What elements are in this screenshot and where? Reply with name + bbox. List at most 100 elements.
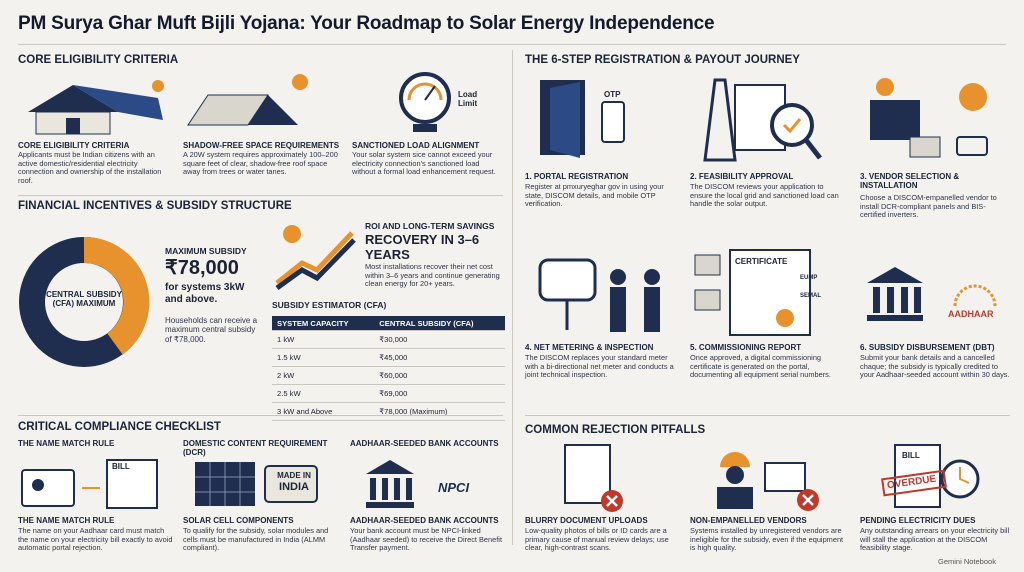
- meter-icon: [399, 72, 451, 132]
- table-cell: 1 kW: [272, 330, 375, 349]
- step-text: Choose a DISCOM-empanelled vendor to ins…: [860, 193, 997, 220]
- divider: [512, 50, 513, 545]
- section-heading: CORE ELIGIBILITY CRITERIA: [18, 54, 179, 66]
- table-row: 3 kW and Above ₹78,000 (Maximum): [272, 402, 505, 421]
- page-title: PM Surya Ghar Muft Bijli Yojana: Your Ro…: [18, 13, 715, 34]
- section-heading: COMMON REJECTION PITFALLS: [525, 424, 706, 436]
- table-cell: 1.5 kW: [272, 348, 375, 367]
- icon-label: BILL: [902, 451, 920, 460]
- vendor-icon: [870, 78, 988, 158]
- step-title: 1. PORTAL REGISTRATION: [525, 172, 629, 181]
- item-text: Your solar system sice cannot exceed you…: [352, 150, 496, 177]
- item-title: SHADOW-FREE SPACE REQUIREMENTS: [183, 141, 340, 150]
- table-cell: ₹69,000: [374, 384, 505, 403]
- donut-label: CENTRAL SUBSIDY (CFA) MAXIMUM: [46, 290, 122, 309]
- table-cell: ₹78,000 (Maximum): [374, 402, 505, 421]
- id-bill-icon: [21, 459, 158, 509]
- icon-label: OTP: [604, 90, 621, 99]
- aadhaar-icon: [953, 284, 997, 307]
- step-title: 3. VENDOR SELECTION & INSTALLATION: [860, 172, 960, 191]
- dues-icon: [881, 444, 980, 508]
- table-header: CENTRAL SUBSIDY (CFA): [374, 316, 505, 331]
- item-text: Applicants must be Indian citizens with …: [18, 150, 162, 186]
- item-text: Low-quality photos of bills or ID cards …: [525, 526, 669, 553]
- section-heading: CRITICAL COMPLIANCE CHECKLIST: [18, 421, 221, 433]
- step-text: The DISCOM reviews your application to e…: [690, 182, 839, 209]
- subsidy-label: MAXIMUM SUBSIDY: [165, 246, 247, 256]
- item-title: NON-EMPANELLED VENDORS: [690, 516, 807, 525]
- icon-label: EUMP: [800, 275, 818, 281]
- feasibility-icon: [703, 78, 822, 162]
- roi-label: ROI AND LONG-TERM SAVINGS: [365, 221, 495, 231]
- roi-icon: [275, 225, 356, 291]
- subsidy-table: SYSTEM CAPACITY CENTRAL SUBSIDY (CFA) 1 k…: [272, 316, 505, 421]
- table-cell: 3 kW and Above: [272, 402, 375, 421]
- meter-inspection-icon: [538, 258, 660, 332]
- table-row: 1 kW ₹30,000: [272, 330, 505, 349]
- step-title: 2. FEASIBILITY APPROVAL: [690, 172, 794, 181]
- table-row: 2.5 kW ₹69,000: [272, 384, 505, 403]
- icon-label: Load Limit: [458, 90, 478, 109]
- table-header: SYSTEM CAPACITY: [272, 316, 375, 331]
- item-label: AADHAAR-SEEDED BANK ACCOUNTS: [350, 439, 499, 448]
- bank-icon: [867, 267, 923, 321]
- step-text: The DISCOM replaces your standard meter …: [525, 353, 674, 380]
- item-title: THE NAME MATCH RULE: [18, 516, 115, 525]
- icon-label: SEMAL: [800, 293, 821, 299]
- door-phone-icon: [540, 80, 625, 158]
- subsidy-condition: for systems 3kW and above.: [165, 282, 245, 305]
- roi-headline: RECOVERY IN 3–6 YEARS: [365, 232, 480, 263]
- certificate-icon: [694, 249, 811, 336]
- subsidy-text: Households can receive a maximum central…: [165, 316, 258, 344]
- section-heading: THE 6-STEP REGISTRATION & PAYOUT JOURNEY: [525, 54, 800, 66]
- bank-icon: [366, 460, 414, 508]
- item-text: Any outstanding arrears on your electric…: [860, 526, 1010, 553]
- item-title: SANCTIONED LOAD ALIGNMENT: [352, 141, 480, 150]
- table-title: SUBSIDY ESTIMATOR (CFA): [272, 300, 387, 310]
- item-text: Systems installed by unregistered vendor…: [690, 526, 844, 553]
- item-text: Your bank account must be NPCI-linked (A…: [350, 526, 503, 553]
- icon-label: AADHAAR: [948, 309, 994, 319]
- item-text: To qualify for the subsidy, solar module…: [183, 526, 329, 553]
- divider: [525, 415, 1010, 416]
- icon-label: CERTIFICATE: [735, 257, 788, 266]
- table-cell: 2 kW: [272, 366, 375, 385]
- item-title: CORE ELIGIBILITY CRITERIA: [18, 141, 130, 150]
- table-row: 2 kW ₹60,000: [272, 366, 505, 385]
- section-heading: FINANCIAL INCENTIVES & SUBSIDY STRUCTURE: [18, 200, 292, 212]
- icon-label: NPCI: [438, 480, 470, 495]
- step-title: 6. SUBSIDY DISBURSEMENT (DBT): [860, 343, 995, 352]
- item-text: The name on your Aadhaar card must match…: [18, 526, 173, 553]
- item-label: DOMESTIC CONTENT REQUIREMENT (DCR): [183, 439, 328, 458]
- table-row: 1.5 kW ₹45,000: [272, 348, 505, 367]
- step-text: Submit your bank details and a cancelled…: [860, 353, 1010, 380]
- item-title: AADHAAR-SEEDED BANK ACCOUNTS: [350, 516, 499, 525]
- house-icon: [28, 80, 164, 135]
- step-text: Once approved, a digital commissioning c…: [690, 353, 831, 380]
- step-title: 4. NET METERING & INSPECTION: [525, 343, 654, 352]
- item-title: SOLAR CELL COMPONENTS: [183, 516, 294, 525]
- vendor-icon: [717, 452, 819, 511]
- icon-label: BILL: [112, 462, 130, 471]
- item-text: A 20W system requires approximately 100–…: [183, 150, 338, 177]
- item-title: BLURRY DOCUMENT UPLOADS: [525, 516, 648, 525]
- blurry-doc-icon: [564, 444, 623, 512]
- solar-cell-icon: [195, 462, 318, 506]
- item-title: PENDING ELECTRICITY DUES: [860, 516, 976, 525]
- roof-icon: [187, 74, 308, 126]
- donut: [19, 236, 150, 367]
- table-cell: ₹30,000: [374, 330, 505, 349]
- step-title: 5. COMMISSIONING REPORT: [690, 343, 802, 352]
- table-cell: ₹60,000: [374, 366, 505, 385]
- roi-text: Most installations recover their net cos…: [365, 262, 500, 289]
- table-cell: 2.5 kW: [272, 384, 375, 403]
- divider: [18, 415, 503, 416]
- icon-label: MADE IN: [277, 471, 311, 480]
- subsidy-amount: ₹78,000: [165, 257, 239, 279]
- table-cell: ₹45,000: [374, 348, 505, 367]
- icon-label: INDIA: [279, 481, 309, 493]
- divider: [18, 44, 1006, 45]
- item-label: THE NAME MATCH RULE: [18, 439, 115, 448]
- divider: [18, 195, 503, 196]
